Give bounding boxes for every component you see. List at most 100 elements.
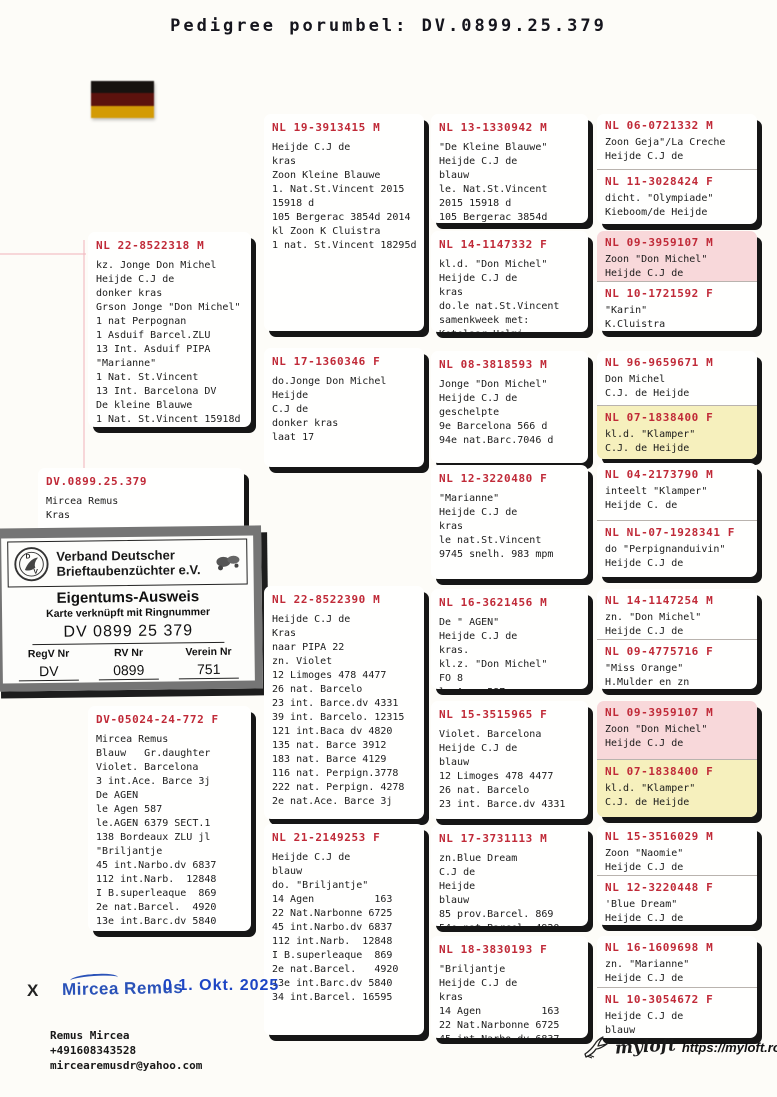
box-body: Zoon "Don Michel" Heijde C.J de (605, 724, 708, 749)
pedigree-box-gen4-8b: NL 10-3054672 F Heijde C.J de blauw (597, 987, 757, 1038)
box-body: "Briljantje Heijde C.J de kras 14 Agen 1… (439, 964, 560, 1038)
ring-number: NL 06-0721332 M (605, 119, 714, 132)
pedigree-pair-gen4-8: NL 16-1609698 M zn. "Marianne" Heijde C.… (597, 936, 757, 1038)
card-title: Eigentums-Ausweis (56, 588, 200, 607)
ring-number: NL 96-9659671 M (605, 356, 714, 369)
box-body: kz. Jonge Don Michel Heijde C.J de donke… (96, 260, 241, 425)
ring-number: NL 15-3515965 F (439, 708, 548, 721)
box-body: Heijde C.J de Kras naar PIPA 22 zn. Viol… (272, 614, 405, 807)
pedigree-pair-gen4-1: NL 06-0721332 M Zoon Geja"/La Creche Hei… (597, 114, 757, 224)
pedigree-box-gen4-6b: NL 07-1838400 F kl.d. "Klamper" C.J. de … (597, 759, 757, 817)
box-body: Zoon Geja"/La Creche Heijde C.J de (605, 137, 726, 162)
flag-stripe-gold (91, 105, 154, 118)
ring-number: NL 04-2173790 M (605, 468, 714, 481)
ring-number: NL 15-3516029 M (605, 830, 714, 843)
pedigree-box-gen3-4: NL 12-3220480 F "Marianne" Heijde C.J de… (431, 465, 588, 579)
pedigree-box-gen4-3a: NL 96-9659671 M Don Michel C.J. de Heijd… (597, 351, 757, 405)
box-body: do "Perpignanduivin" Heijde C.J de (605, 544, 726, 569)
box-body: 'Blue Dream" Heijde C.J de (605, 899, 684, 924)
flag-stripe-black (91, 81, 154, 94)
ring-number: NL 14-1147332 F (439, 238, 548, 251)
pedigree-box-gen3-7: NL 17-3731113 M zn.Blue Dream C.J de Hei… (431, 825, 588, 926)
pedigree-pair-gen4-3: NL 96-9659671 M Don Michel C.J. de Heijd… (597, 351, 757, 459)
ring-number: DV.0899.25.379 (46, 475, 148, 488)
pedigree-box-gen4-2b: NL 10-1721592 F "Karin" K.Cluistra (597, 281, 757, 331)
pedigree-box-gen2-3: NL 22-8522390 M Heijde C.J de Kras naar … (264, 586, 424, 819)
card-col-verein: Verein Nr 751 (168, 646, 248, 680)
pedigree-box-gen2-4: NL 21-2149253 F Heijde C.J de blauw do. … (264, 824, 424, 1035)
ring-number: NL 18-3830193 F (439, 943, 548, 956)
bird-sketch-icon (584, 1036, 608, 1059)
pedigree-box-gen4-7b: NL 12-3220448 F 'Blue Dream" Heijde C.J … (597, 875, 757, 925)
myloft-logo-text: myloft (614, 1035, 677, 1059)
box-body: "De Kleine Blauwe" Heijde C.J de blauw l… (439, 142, 548, 223)
pedigree-pair-gen4-2: NL 09-3959107 M Zoon "Don Michel" Heijde… (597, 231, 757, 331)
ring-number: NL 09-3959107 M (605, 706, 714, 719)
box-body: Heijde C.J de blauw (605, 1011, 684, 1036)
box-body: dicht. "Olympiade" Kieboom/de Heijde (605, 193, 714, 218)
pedigree-box-gen4-5a: NL 14-1147254 M zn. "Don Michel" Heijde … (597, 589, 757, 639)
card-registration-table: RegV Nr DV RV Nr 0899 Verein Nr 751 (8, 646, 248, 682)
pedigree-pair-gen4-7: NL 15-3516029 M Zoon "Naomie" Heijde C.J… (597, 825, 757, 925)
ownership-card: D V Verband Deutscher Brieftaubenzüchter… (0, 525, 263, 692)
ring-number: NL 10-3054672 F (605, 993, 714, 1006)
page-title: Pedigree porumbel: DV.0899.25.379 (170, 16, 607, 36)
box-body: Heijde C.J de blauw do. "Briljantje" 14 … (272, 852, 399, 1003)
card-col-regv: RegV Nr DV (8, 647, 88, 682)
pedigree-box-sire: NL 22-8522318 M kz. Jonge Don Michel Hei… (88, 232, 251, 427)
organization-name: Verband Deutscher Brieftaubenzüchter e.V… (56, 547, 206, 578)
pedigree-box-gen2-1: NL 19-3913415 M Heijde C.J de kras Zoon … (264, 114, 424, 331)
card-ring-number: DV 0899 25 379 (32, 621, 225, 646)
box-body: Zoon "Naomie" Heijde C.J de (605, 848, 684, 873)
scan-artifact (83, 240, 85, 470)
box-body: Violet. Barcelona Heijde C.J de blauw 12… (439, 729, 566, 810)
box-body: De " AGEN" Heijde C.J de kras. kl.z. "Do… (439, 617, 548, 689)
pedigree-box-gen4-4b: NL NL-07-1928341 F do "Perpignanduivin" … (597, 520, 757, 577)
box-body: Jonge "Don Michel" Heijde C.J de geschel… (439, 379, 554, 446)
pedigree-box-gen3-2: NL 14-1147332 F kl.d. "Don Michel" Heijd… (431, 231, 588, 332)
box-body: "Marianne" Heijde C.J de kras le nat.St.… (439, 493, 554, 560)
stamp-icon (216, 555, 240, 571)
col-header: RV Nr (113, 646, 144, 660)
ring-number: NL 21-2149253 F (272, 831, 381, 844)
ring-number: NL 07-1838400 F (605, 765, 714, 778)
owner-contact-block: Remus Mircea +491608343528 mircearemusdr… (50, 1029, 203, 1072)
myloft-url: https://myloft.ro (681, 1039, 777, 1055)
pedigree-box-gen4-1a: NL 06-0721332 M Zoon Geja"/La Creche Hei… (597, 114, 757, 169)
box-body: Heijde C.J de kras Zoon Kleine Blauwe 1.… (272, 142, 417, 251)
box-body: Mircea Remus Blauw Gr.daughter Violet. B… (96, 734, 217, 927)
pedigree-box-gen3-1: NL 13-1330942 M "De Kleine Blauwe" Heijd… (431, 114, 588, 223)
pedigree-box-gen2-2: NL 17-1360346 F do.Jonge Don Michel Heij… (264, 348, 424, 467)
ring-number: NL 08-3818593 M (439, 358, 548, 371)
ring-number: NL 13-1330942 M (439, 121, 548, 134)
ring-number: NL 19-3913415 M (272, 121, 381, 134)
pedigree-box-gen3-6: NL 15-3515965 F Violet. Barcelona Heijde… (431, 701, 588, 819)
ring-number: NL 11-3028424 F (605, 175, 714, 188)
box-body: Mircea Remus Kras (46, 496, 119, 521)
pedigree-pair-gen4-5: NL 14-1147254 M zn. "Don Michel" Heijde … (597, 589, 757, 689)
box-body: kl.d. "Don Michel" Heijde C.J de kras do… (439, 259, 560, 332)
ring-number: DV-05024-24-772 F (96, 713, 219, 726)
card-header: D V Verband Deutscher Brieftaubenzüchter… (7, 538, 248, 588)
col-value: 751 (178, 660, 239, 680)
ring-number: NL 12-3220480 F (439, 472, 548, 485)
box-body: "Karin" K.Cluistra (605, 305, 666, 330)
ring-number: NL 10-1721592 F (605, 287, 714, 300)
box-body: "Miss Orange" H.Mulder en zn (605, 663, 690, 688)
date-stamp: 0 1. Okt. 2025 (163, 977, 280, 994)
box-body: zn. "Don Michel" Heijde C.J de (605, 612, 702, 637)
col-header: RegV Nr (27, 647, 70, 661)
ring-number: NL 16-1609698 M (605, 941, 714, 954)
ring-number: NL 17-3731113 M (439, 832, 548, 845)
myloft-branding: myloft https://myloft.ro (583, 1034, 777, 1060)
col-value: DV (18, 662, 79, 682)
pedigree-box-gen4-3b: NL 07-1838400 F kl.d. "Klamper" C.J. de … (597, 405, 757, 459)
pedigree-box-gen3-5: NL 16-3621456 M De " AGEN" Heijde C.J de… (431, 589, 588, 689)
box-body: inteelt "Klamper" Heijde C. de (605, 486, 708, 511)
box-body: Zoon "Don Michel" Heijde C.J de (605, 254, 708, 279)
ring-number: NL 12-3220448 F (605, 881, 714, 894)
col-header: Verein Nr (185, 645, 232, 659)
pedigree-box-gen4-8a: NL 16-1609698 M zn. "Marianne" Heijde C.… (597, 936, 757, 987)
pedigree-box-gen4-4a: NL 04-2173790 M inteelt "Klamper" Heijde… (597, 463, 757, 520)
pedigree-box-gen4-7a: NL 15-3516029 M Zoon "Naomie" Heijde C.J… (597, 825, 757, 875)
